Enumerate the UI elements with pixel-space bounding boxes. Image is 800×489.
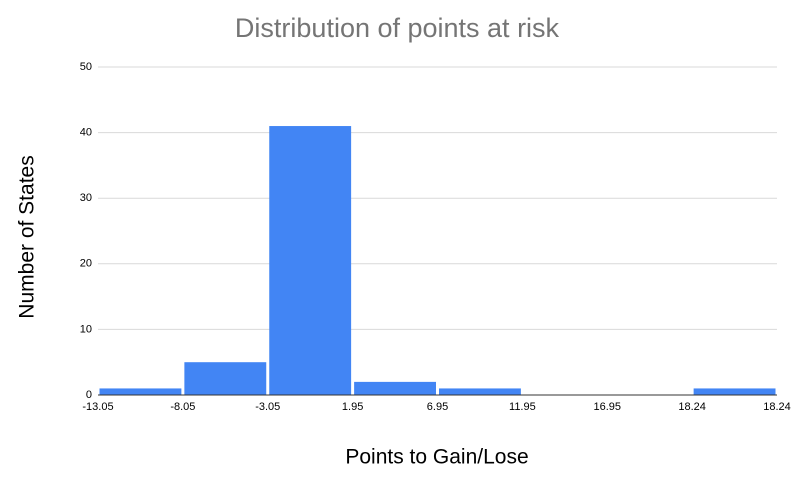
y-tick-label: 10: [80, 323, 92, 335]
y-tick-label: 20: [80, 258, 92, 270]
x-tick-label: 1.95: [342, 401, 363, 413]
y-tick-label: 50: [80, 61, 92, 73]
x-tick-label: -8.05: [170, 401, 195, 413]
x-tick-label: 11.95: [509, 401, 536, 413]
y-axis-label: Number of States: [16, 155, 39, 318]
y-tick-label: 40: [80, 127, 92, 139]
x-tick-label: 18.24: [763, 401, 791, 413]
x-axis-label: Points to Gain/Lose: [345, 446, 528, 469]
y-tick-label: 0: [86, 389, 92, 401]
x-tick-label: -13.05: [82, 401, 113, 413]
x-tick-label: -3.05: [255, 401, 280, 413]
bar: [439, 388, 521, 395]
bar: [693, 388, 776, 395]
x-tick-label: 18.24: [678, 401, 706, 413]
bar: [99, 388, 182, 395]
bar: [269, 126, 352, 395]
bar: [354, 381, 436, 395]
y-tick-label: 30: [80, 192, 92, 204]
x-tick-label: 16.95: [593, 401, 621, 413]
chart-title: Distribution of points at risk: [235, 13, 560, 43]
x-tick-label: 6.95: [427, 401, 448, 413]
bar: [184, 362, 267, 395]
